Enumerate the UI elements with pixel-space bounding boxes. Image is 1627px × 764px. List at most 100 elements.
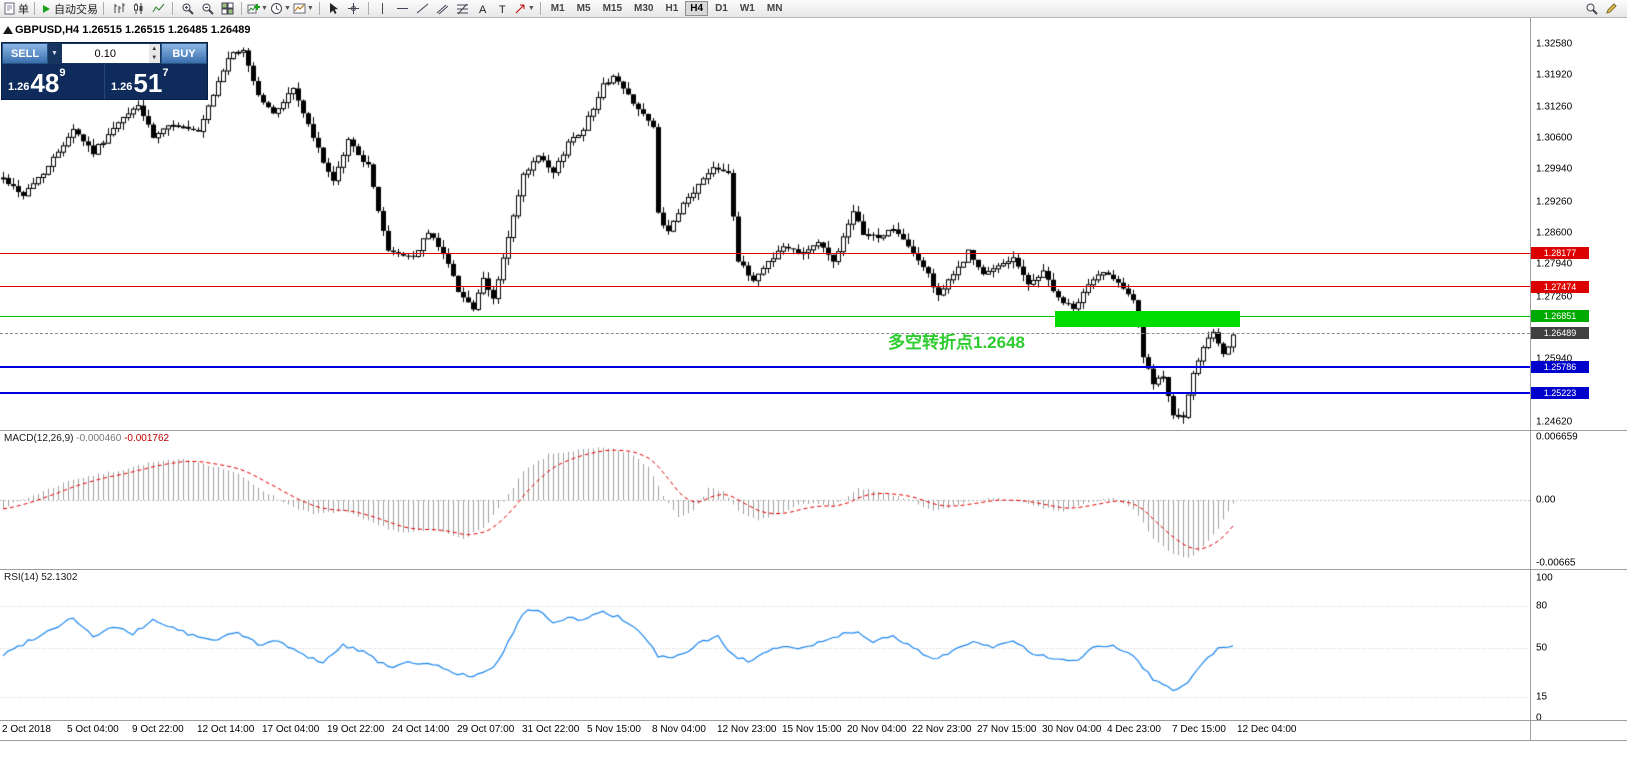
label-button[interactable]: T bbox=[493, 1, 513, 17]
bar-chart-icon bbox=[112, 2, 125, 15]
rsi-axis-label: 0 bbox=[1536, 712, 1542, 724]
rsi-label: RSI(14) 52.1302 bbox=[4, 572, 78, 583]
timeframe-button-m30[interactable]: M30 bbox=[634, 3, 654, 14]
chevron-down-icon: ▼ bbox=[527, 5, 535, 12]
svg-text:T: T bbox=[499, 4, 506, 15]
zoom-out-button[interactable] bbox=[197, 1, 217, 17]
sell-dropdown-icon[interactable]: ▼ bbox=[48, 43, 61, 64]
price-axis-label: 1.29260 bbox=[1536, 196, 1573, 208]
panel-separator bbox=[0, 720, 1627, 721]
tile-windows-button[interactable] bbox=[217, 1, 237, 17]
resistance-line-2[interactable] bbox=[0, 286, 1530, 287]
crosshair-button[interactable] bbox=[344, 1, 364, 17]
pivot-line[interactable] bbox=[0, 315, 1530, 317]
edit-icon bbox=[1605, 2, 1618, 15]
timeframe-button-mn[interactable]: MN bbox=[766, 3, 783, 14]
timeframe-button-m5[interactable]: M5 bbox=[576, 3, 591, 14]
templates-button[interactable]: ▼ bbox=[292, 1, 315, 17]
toolbar-separator bbox=[172, 2, 173, 15]
chevron-down-icon: ▼ bbox=[306, 5, 314, 12]
price-axis-label: 1.29940 bbox=[1536, 163, 1573, 175]
timeframe-button-d1[interactable]: D1 bbox=[715, 3, 728, 14]
timeframe-button-h4[interactable]: H4 bbox=[685, 1, 709, 16]
support-line-1[interactable] bbox=[0, 365, 1530, 368]
rsi-indicator-canvas[interactable] bbox=[0, 570, 1530, 720]
arrow-icon bbox=[514, 2, 527, 15]
arrow-button[interactable]: ▼ bbox=[513, 1, 536, 17]
sell-button[interactable]: SELL bbox=[2, 43, 48, 64]
panel-separator[interactable] bbox=[0, 430, 1627, 431]
periods-button[interactable]: ▼ bbox=[269, 1, 292, 17]
bar-chart-button[interactable] bbox=[108, 1, 128, 17]
toolbar-separator bbox=[367, 2, 369, 15]
lot-down-icon[interactable]: ▼ bbox=[151, 55, 158, 62]
text-icon: A bbox=[476, 2, 489, 15]
sell-price[interactable]: 1.26 48 9 bbox=[2, 64, 104, 99]
one-click-trade-panel: SELL ▼ ▲ ▼ BUY 1.26 48 9 1.26 51 7 bbox=[1, 42, 208, 100]
lot-size-field: ▲ ▼ bbox=[61, 43, 161, 64]
trade-panel-toggle[interactable] bbox=[3, 26, 13, 34]
time-axis-label: 12 Nov 23:00 bbox=[717, 724, 777, 735]
new-order-button[interactable]: 单 bbox=[2, 1, 30, 17]
panel-separator[interactable] bbox=[0, 569, 1627, 570]
cursor-button[interactable] bbox=[324, 1, 344, 17]
chevron-down-icon: ▼ bbox=[283, 5, 291, 12]
fibonacci-button[interactable] bbox=[453, 1, 473, 17]
autotrading-button[interactable]: 自动交易 bbox=[39, 1, 99, 17]
buy-price[interactable]: 1.26 51 7 bbox=[105, 64, 207, 99]
resistance-line-1[interactable] bbox=[0, 252, 1530, 254]
candlestick-chart-canvas[interactable] bbox=[0, 18, 1530, 430]
sell-price-big: 48 bbox=[30, 68, 60, 98]
timeframe-button-m15[interactable]: M15 bbox=[602, 3, 623, 14]
time-axis-label: 29 Oct 07:00 bbox=[457, 724, 515, 735]
time-axis-label: 4 Dec 23:00 bbox=[1107, 724, 1161, 735]
toolbar-separator bbox=[241, 2, 242, 15]
macd-indicator-canvas[interactable] bbox=[0, 431, 1530, 569]
buy-price-sup: 7 bbox=[162, 67, 169, 79]
time-axis-label: 24 Oct 14:00 bbox=[392, 724, 450, 735]
support-line-2[interactable] bbox=[0, 392, 1530, 395]
macd-label: MACD(12,26,9) -0.000460 -0.001762 bbox=[4, 433, 170, 444]
lot-up-icon[interactable]: ▲ bbox=[151, 45, 158, 52]
chart-ohlc-header: GBPUSD,H4 1.26515 1.26515 1.26485 1.2648… bbox=[15, 24, 251, 36]
buy-button[interactable]: BUY bbox=[161, 43, 207, 64]
timeframe-button-h1[interactable]: H1 bbox=[665, 3, 679, 14]
search-button[interactable] bbox=[1581, 1, 1601, 17]
candlestick-icon bbox=[132, 2, 145, 15]
line-chart-button[interactable] bbox=[148, 1, 168, 17]
time-axis-label: 20 Nov 04:00 bbox=[847, 724, 907, 735]
hline-button[interactable] bbox=[393, 1, 413, 17]
rsi-axis-label: 50 bbox=[1536, 642, 1548, 654]
sell-price-prefix: 1.26 bbox=[8, 81, 30, 93]
time-axis-label: 15 Nov 15:00 bbox=[782, 724, 842, 735]
price-axis-label: 1.27940 bbox=[1536, 258, 1573, 270]
candlestick-button[interactable] bbox=[128, 1, 148, 17]
trendline-icon bbox=[416, 2, 429, 15]
rsi-axis-label: 80 bbox=[1536, 600, 1548, 612]
timeframe-button-w1[interactable]: W1 bbox=[739, 3, 755, 14]
sell-price-sup: 9 bbox=[59, 67, 66, 79]
text-button[interactable]: A bbox=[473, 1, 493, 17]
toolbar-separator bbox=[34, 2, 35, 15]
zoom-out-icon bbox=[201, 2, 214, 15]
lot-size-input[interactable] bbox=[62, 44, 149, 63]
time-axis-label: 22 Nov 23:00 bbox=[912, 724, 972, 735]
time-axis-label: 9 Oct 22:00 bbox=[132, 724, 184, 735]
pivot-rectangle[interactable] bbox=[1055, 311, 1240, 327]
templates-icon bbox=[293, 2, 306, 15]
tile-windows-icon bbox=[221, 2, 234, 15]
time-axis-label: 17 Oct 04:00 bbox=[262, 724, 320, 735]
pivot-annotation-text[interactable]: 多空转折点1.2648 bbox=[888, 333, 1025, 352]
timeframe-button-m1[interactable]: M1 bbox=[550, 3, 565, 14]
add-indicator-button[interactable]: ▼ bbox=[246, 1, 269, 17]
trendline-button[interactable] bbox=[413, 1, 433, 17]
price-axis-label: 1.32580 bbox=[1536, 38, 1573, 50]
vline-button[interactable] bbox=[373, 1, 393, 17]
channel-button[interactable] bbox=[433, 1, 453, 17]
time-axis-label: 5 Oct 04:00 bbox=[67, 724, 119, 735]
time-axis-label: 12 Oct 14:00 bbox=[197, 724, 255, 735]
order-icon bbox=[3, 2, 16, 15]
edit-button[interactable] bbox=[1601, 1, 1621, 17]
toolbar-separator bbox=[539, 2, 541, 15]
zoom-in-button[interactable] bbox=[177, 1, 197, 17]
